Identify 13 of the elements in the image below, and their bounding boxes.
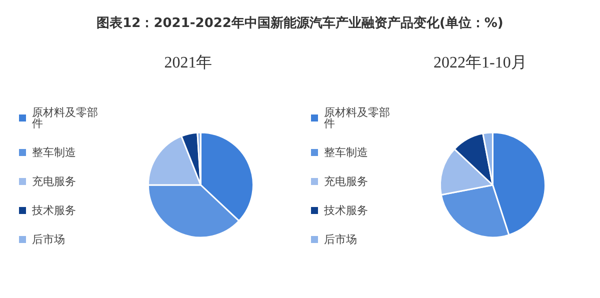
legend-label: 充电服务 <box>324 175 368 188</box>
text: 图表12：2021-2022年中国新能源汽车产业融资产品变化(单位：%) <box>96 14 504 33</box>
chart-subtitle: 2021年 <box>164 54 212 72</box>
chart-subtitle: 2022年1-10月 <box>434 54 527 72</box>
legend-label: 充电服务 <box>32 175 76 188</box>
legend-label: 整车制造 <box>32 146 76 159</box>
legend-label: 技术服务 <box>31 204 76 217</box>
legend-label: 后市场 <box>32 233 65 246</box>
legend-label: 整车制造 <box>324 146 368 159</box>
legend-label: 后市场 <box>324 233 357 246</box>
legend-label: 原材料及零部件 <box>324 106 390 130</box>
legend-label: 技术服务 <box>323 204 368 217</box>
legend-label: 原材料及零部件 <box>32 106 98 130</box>
